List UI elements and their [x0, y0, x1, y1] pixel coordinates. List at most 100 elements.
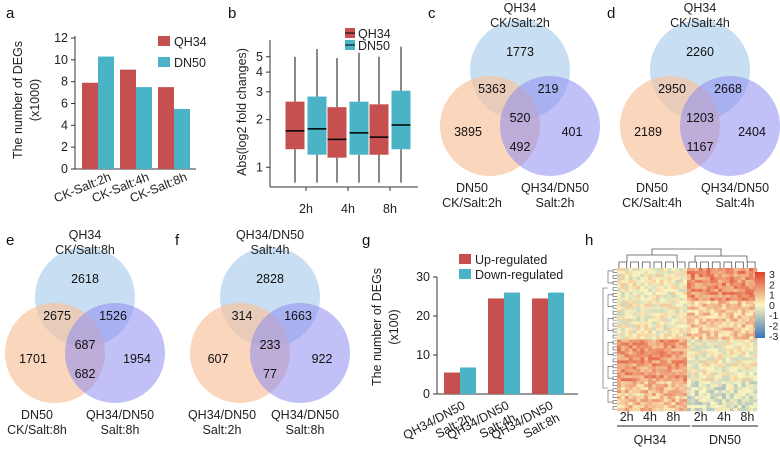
heatmap-cell	[710, 396, 715, 400]
heatmap-cell	[667, 315, 672, 319]
heatmap-cell	[659, 363, 664, 367]
heatmap-cell	[671, 300, 676, 305]
heatmap-cell	[725, 354, 731, 358]
heatmap-cell	[741, 303, 746, 308]
heatmap-cell	[667, 288, 672, 293]
heatmap-cell	[644, 268, 649, 272]
heatmap-cell	[628, 345, 633, 349]
heatmap-cell	[741, 366, 746, 370]
heatmap-cell	[640, 273, 645, 278]
heatmap-cell	[694, 387, 699, 391]
heatmap-cell	[617, 390, 622, 394]
heatmap-cell	[652, 351, 657, 355]
panel-g-legend: Up-regulated Down-regulated	[459, 253, 563, 282]
heatmap-cell	[737, 393, 742, 397]
heatmap-cell	[737, 288, 742, 293]
heatmap-cell	[671, 348, 676, 352]
heatmap-cell	[694, 324, 699, 328]
heatmap-cell	[652, 357, 657, 361]
heatmap-cell	[624, 342, 629, 346]
venn-c-label-right-1: QH34/DN50	[521, 181, 589, 195]
heatmap-cell	[644, 285, 649, 290]
heatmap-cell	[737, 354, 742, 358]
heatmap-cell	[675, 288, 680, 293]
heatmap-cell	[718, 336, 723, 340]
heatmap-cell	[714, 270, 719, 275]
heatmap-cell	[671, 336, 676, 340]
heatmap-cell	[636, 324, 641, 328]
heatmap-cell	[698, 268, 703, 272]
heatmap-cell	[733, 312, 738, 316]
venn-e-label-left-1: DN50	[21, 408, 53, 422]
panel-g-ytick-label: 20	[416, 309, 430, 323]
heatmap-cell	[644, 288, 649, 293]
heatmap-scale-tick: -1	[769, 310, 778, 322]
heatmap-cell	[687, 279, 692, 284]
heatmap-cell	[702, 408, 707, 412]
venn-c-count-r: 401	[562, 125, 583, 139]
heatmap-cell	[745, 342, 750, 346]
heatmap-cell	[749, 315, 754, 319]
heatmap-cell	[617, 348, 622, 352]
heatmap-cell	[663, 363, 668, 367]
heatmap-cell	[690, 378, 696, 382]
heatmap-cell	[655, 366, 661, 370]
heatmap-cell	[702, 372, 707, 376]
heatmap-cell	[722, 282, 727, 287]
venn-d-label-left-1: DN50	[636, 181, 668, 195]
heatmap-time-label: 2h	[694, 410, 708, 424]
heatmap-cell	[710, 384, 715, 388]
heatmap-cell	[718, 378, 723, 382]
heatmap-cell	[644, 339, 649, 343]
heatmap-cell	[741, 351, 746, 355]
heatmap-cell	[628, 294, 633, 299]
heatmap-cell	[679, 372, 684, 376]
heatmap-cell	[628, 387, 633, 391]
heatmap-cell	[698, 303, 703, 308]
heatmap-cell	[628, 348, 633, 352]
heatmap-cell	[655, 306, 661, 311]
heatmap-cell	[659, 348, 664, 352]
heatmap-cell	[632, 294, 637, 299]
dendrogram-branch	[612, 287, 617, 291]
heatmap-cell	[725, 336, 731, 340]
heatmap-cell	[687, 333, 692, 337]
heatmap-cell	[617, 297, 622, 302]
heatmap-cell	[644, 387, 649, 391]
heatmap-cell	[632, 333, 637, 337]
heatmap-cell	[718, 327, 723, 331]
heatmap-cell	[702, 363, 707, 367]
heatmap-cell	[706, 268, 711, 272]
heatmap-cell	[729, 330, 734, 334]
heatmap-cell	[679, 396, 684, 400]
heatmap-cell	[620, 399, 626, 403]
heatmap-cell	[749, 408, 754, 412]
heatmap-cell	[753, 357, 758, 361]
heatmap-cell	[690, 348, 696, 352]
heatmap-cell	[640, 312, 645, 316]
dendrogram-branch	[630, 261, 639, 268]
heatmap-cell	[714, 366, 719, 370]
heatmap-cell	[667, 318, 672, 322]
heatmap-cell	[741, 363, 746, 367]
heatmap-cell	[659, 315, 664, 319]
heatmap-cell	[698, 297, 703, 302]
heatmap-cell	[737, 273, 742, 278]
heatmap-cell	[679, 315, 684, 319]
heatmap-cell	[745, 339, 750, 343]
heatmap-cell	[698, 408, 703, 412]
heatmap-cell	[753, 390, 758, 394]
heatmap-cell	[655, 351, 661, 355]
heatmap-cell	[729, 276, 734, 281]
heatmap-cell	[671, 378, 676, 382]
heatmap-cell	[706, 291, 711, 296]
heatmap-cell	[636, 276, 641, 281]
heatmap-cell	[722, 396, 727, 400]
heatmap-cell	[722, 330, 727, 334]
heatmap-cell	[729, 273, 734, 278]
heatmap-cell	[733, 405, 738, 409]
heatmap-cell	[698, 363, 703, 367]
heatmap-cell	[749, 282, 754, 287]
legend-swatch-down	[459, 269, 471, 279]
heatmap-cell	[710, 300, 715, 305]
